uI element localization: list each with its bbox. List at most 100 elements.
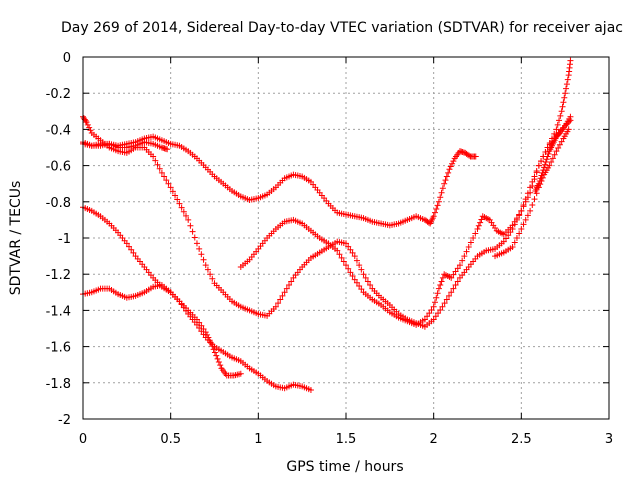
data-point (358, 266, 365, 273)
data-point (435, 285, 442, 292)
series-track-d (80, 282, 244, 379)
data-point (431, 299, 438, 306)
series-track-f (80, 139, 171, 153)
series-track-e (237, 117, 574, 328)
data-point (467, 239, 474, 246)
data-point (193, 316, 200, 323)
data-point (185, 216, 192, 223)
data-point (353, 279, 360, 286)
data-point (549, 155, 556, 162)
data-point (544, 153, 551, 160)
data-point (516, 211, 523, 218)
data-point (128, 246, 135, 253)
data-point (548, 158, 555, 165)
x-tick-label: 1 (254, 432, 262, 447)
y-tick-label: -1.8 (46, 377, 71, 392)
data-point (542, 149, 549, 156)
data-point (452, 282, 459, 289)
data-point (196, 245, 203, 252)
data-point (307, 387, 314, 394)
x-tick-label: 2.5 (511, 432, 532, 447)
grid-lines (83, 57, 609, 419)
data-point (209, 343, 216, 350)
data-point (198, 322, 205, 329)
data-point (541, 164, 548, 171)
data-point (158, 169, 165, 176)
data-point (537, 175, 544, 182)
data-point (511, 218, 518, 225)
data-point (529, 182, 536, 189)
data-point (454, 278, 461, 285)
data-point (477, 219, 484, 226)
data-point (286, 282, 293, 289)
data-point (349, 273, 356, 280)
data-point (82, 117, 89, 124)
data-point (430, 213, 437, 220)
data-point (438, 189, 445, 196)
y-tick-label: -0.6 (46, 160, 71, 175)
data-point (438, 278, 445, 285)
data-point (180, 208, 187, 215)
y-tick-label: -0.2 (46, 87, 71, 102)
data-point (200, 256, 207, 263)
data-point (443, 296, 450, 303)
data-point (209, 275, 216, 282)
data-point (213, 352, 220, 359)
data-point (364, 278, 371, 285)
data-point (463, 248, 470, 255)
data-point (542, 158, 549, 165)
data-point (461, 253, 468, 260)
data-point (567, 113, 574, 120)
data-point (202, 262, 209, 269)
data-point (362, 274, 369, 281)
data-point (86, 124, 93, 131)
data-point (183, 212, 190, 219)
data-point (214, 355, 221, 362)
data-point (191, 234, 198, 241)
data-point (204, 266, 211, 273)
data-point (533, 169, 540, 176)
data-point (349, 249, 356, 256)
data-point (560, 99, 567, 106)
data-point (200, 325, 207, 332)
data-point (527, 207, 534, 214)
data-point (187, 222, 194, 229)
data-point (441, 180, 448, 187)
data-point (563, 81, 570, 88)
data-point (505, 232, 512, 239)
data-point (356, 282, 363, 289)
data-point (475, 222, 482, 229)
data-point (557, 112, 564, 119)
data-point (564, 76, 571, 83)
data-point (524, 194, 531, 201)
data-point (196, 319, 203, 326)
data-point (448, 289, 455, 296)
x-axis-ticks: 0 0.5 1 1.5 2 2.5 3 (79, 57, 613, 447)
data-point (434, 202, 441, 209)
data-point (202, 329, 209, 336)
data-point (558, 108, 565, 115)
data-point (434, 290, 441, 297)
data-point (163, 177, 170, 184)
data-point (358, 286, 365, 293)
data-point (439, 274, 446, 281)
data-point (448, 274, 455, 281)
data-point (555, 144, 562, 151)
data-point (518, 207, 525, 214)
data-point (450, 271, 457, 278)
data-point (502, 235, 509, 242)
data-point (277, 296, 284, 303)
y-tick-label: -2 (58, 413, 71, 428)
data-point (500, 238, 507, 245)
data-point (478, 216, 485, 223)
data-points (80, 57, 574, 394)
data-point (443, 173, 450, 180)
data-point (174, 196, 181, 203)
data-point (539, 169, 546, 176)
data-point (535, 180, 542, 187)
data-point (559, 103, 566, 110)
data-point (450, 285, 457, 292)
data-point (421, 316, 428, 323)
data-point (84, 121, 91, 128)
data-point (545, 150, 552, 157)
